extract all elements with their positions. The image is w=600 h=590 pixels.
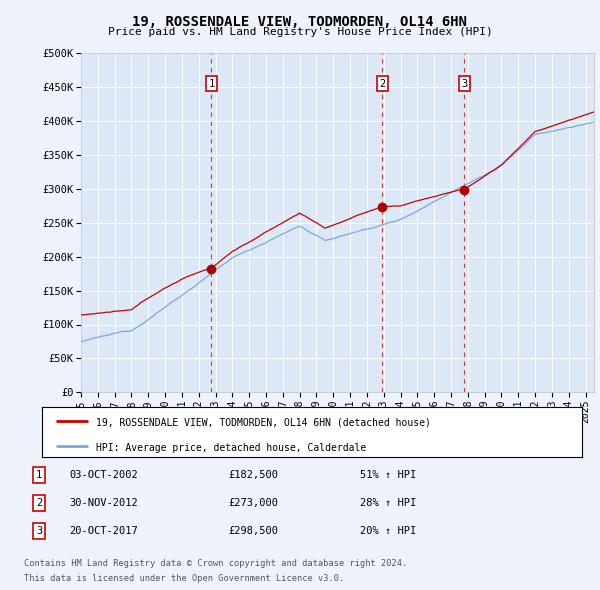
Text: 51% ↑ HPI: 51% ↑ HPI <box>360 470 416 480</box>
Text: Contains HM Land Registry data © Crown copyright and database right 2024.: Contains HM Land Registry data © Crown c… <box>24 559 407 568</box>
Text: Price paid vs. HM Land Registry's House Price Index (HPI): Price paid vs. HM Land Registry's House … <box>107 27 493 37</box>
Text: 1: 1 <box>208 78 214 88</box>
Text: 1: 1 <box>36 470 42 480</box>
Text: 28% ↑ HPI: 28% ↑ HPI <box>360 498 416 507</box>
Text: £298,500: £298,500 <box>228 526 278 536</box>
Text: 19, ROSSENDALE VIEW, TODMORDEN, OL14 6HN (detached house): 19, ROSSENDALE VIEW, TODMORDEN, OL14 6HN… <box>96 417 431 427</box>
Text: 2: 2 <box>36 498 42 507</box>
Text: 3: 3 <box>36 526 42 536</box>
Text: 30-NOV-2012: 30-NOV-2012 <box>69 498 138 507</box>
Text: 20-OCT-2017: 20-OCT-2017 <box>69 526 138 536</box>
Text: 20% ↑ HPI: 20% ↑ HPI <box>360 526 416 536</box>
Text: HPI: Average price, detached house, Calderdale: HPI: Average price, detached house, Cald… <box>96 442 366 453</box>
Text: 3: 3 <box>461 78 467 88</box>
Text: £273,000: £273,000 <box>228 498 278 507</box>
Text: 03-OCT-2002: 03-OCT-2002 <box>69 470 138 480</box>
Text: £182,500: £182,500 <box>228 470 278 480</box>
Text: 2: 2 <box>379 78 385 88</box>
Text: 19, ROSSENDALE VIEW, TODMORDEN, OL14 6HN: 19, ROSSENDALE VIEW, TODMORDEN, OL14 6HN <box>133 15 467 30</box>
Text: This data is licensed under the Open Government Licence v3.0.: This data is licensed under the Open Gov… <box>24 574 344 583</box>
